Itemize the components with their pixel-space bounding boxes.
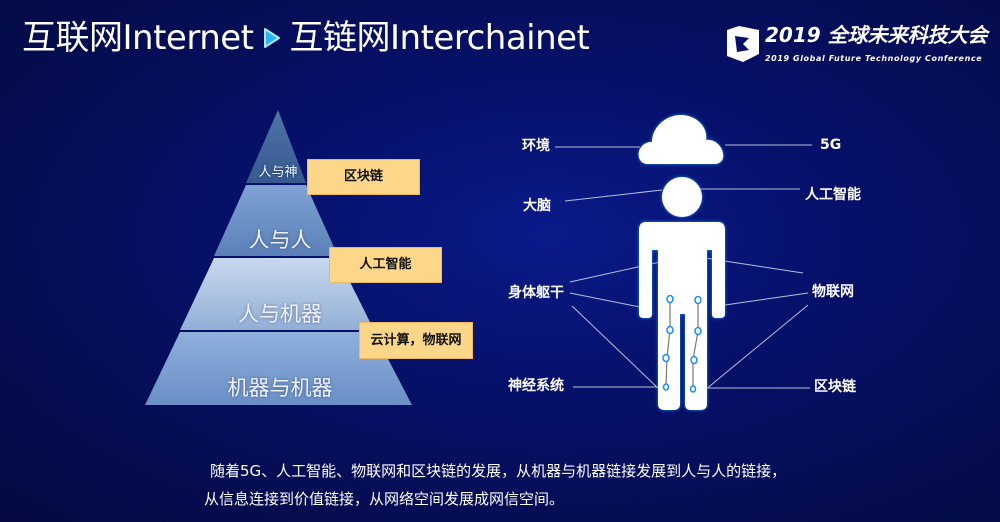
title-right: 互链网Interchainet xyxy=(289,18,590,58)
cloud-icon xyxy=(638,114,724,164)
logo-title: 2019 全球未来科技大会 xyxy=(765,23,988,47)
tag-cloud-iot: 云计算，物联网 xyxy=(359,322,473,359)
nerve-lines xyxy=(665,299,699,389)
label-torso: 身体躯干 xyxy=(508,285,564,301)
tier-label-3: 人与机器 xyxy=(238,302,322,326)
label-iot: 物联网 xyxy=(812,284,854,300)
caption-line-1: 随着5G、人工智能、物联网和区块链的发展，从机器与机器链接发展到人与人的链接， xyxy=(210,462,787,480)
tag-blockchain: 区块链 xyxy=(307,159,420,195)
conference-logo: 2019 全球未来科技大会 2019 Global Future Technol… xyxy=(725,24,988,66)
title-left: 互联网Internet xyxy=(22,18,254,58)
pyramid-tier-2 xyxy=(214,185,338,256)
logo-badge-icon xyxy=(727,26,759,62)
tier-label-2: 人与人 xyxy=(248,228,312,252)
play-arrow-icon xyxy=(263,28,280,48)
tier-label-1: 人与神 xyxy=(258,165,298,180)
slide-title: 互联网Internet 互链网Interchainet xyxy=(22,18,590,58)
connector-lines xyxy=(555,144,812,391)
nerve-nodes xyxy=(662,294,702,393)
label-ai: 人工智能 xyxy=(805,187,861,203)
logo-subtitle: 2019 Global Future Technology Conference xyxy=(765,54,983,63)
pyramid-tier-4 xyxy=(145,332,412,405)
caption-line-2: 从信息连接到价值链接，从网络空间发展成网信空间。 xyxy=(204,490,565,508)
tier-label-4: 机器与机器 xyxy=(227,376,333,400)
label-5g: 5G xyxy=(820,137,842,153)
label-brain: 大脑 xyxy=(523,198,551,214)
tag-ai: 人工智能 xyxy=(329,247,442,283)
head-icon xyxy=(662,177,702,217)
label-environment: 环境 xyxy=(522,138,550,154)
label-nervous-system: 神经系统 xyxy=(508,378,564,394)
pyramid-tier-3 xyxy=(180,258,374,330)
body-icon xyxy=(639,222,725,410)
pyramid-tier-1 xyxy=(246,110,306,183)
label-blockchain: 区块链 xyxy=(814,379,856,395)
